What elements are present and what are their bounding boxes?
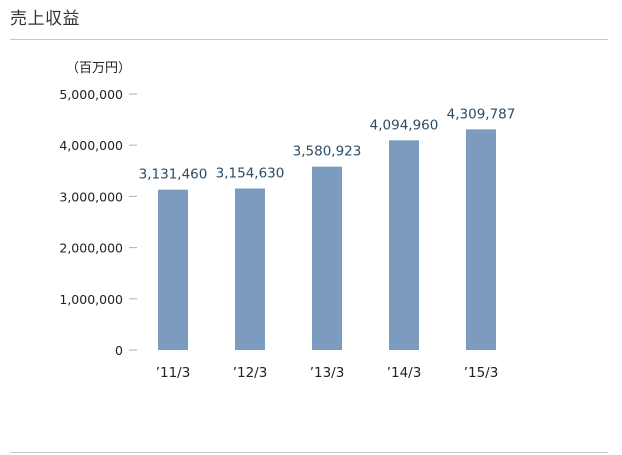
- x-category-label: ’14/3: [387, 365, 422, 381]
- x-category-label: ’13/3: [310, 365, 345, 381]
- y-axis: 0 1,000,000 2,000,000 3,000,000 4,000,000 5,0…: [59, 87, 137, 358]
- unit-label: （百万円）: [66, 61, 131, 76]
- y-tick-label: 3,000,000: [59, 189, 123, 204]
- header: 売上収益: [10, 0, 610, 40]
- bar-value-label: 3,131,460: [139, 167, 208, 183]
- x-category-label: ’12/3: [233, 365, 268, 381]
- bar-value-label: 4,094,960: [370, 117, 439, 133]
- y-tick-label: 2,000,000: [59, 241, 123, 256]
- bar-value-label: 3,154,630: [216, 165, 285, 181]
- y-tick-label: 1,000,000: [59, 292, 123, 307]
- bar-3: [312, 166, 342, 350]
- x-category-label: ’15/3: [464, 365, 499, 381]
- x-axis: ’11/3 ’12/3 ’13/3 ’14/3 ’15/3: [156, 365, 499, 381]
- bar-value-label: 4,309,787: [447, 106, 516, 122]
- page-title: 売上収益: [10, 9, 80, 29]
- y-tick-label: 0: [115, 343, 123, 358]
- bar-1: [158, 189, 188, 350]
- bar-5: [466, 129, 496, 350]
- bottom-divider: [10, 452, 608, 453]
- y-tick-label: 4,000,000: [59, 138, 123, 153]
- bar-4: [389, 140, 419, 350]
- y-tick-label: 5,000,000: [59, 87, 123, 102]
- bar-value-label: 3,580,923: [293, 144, 362, 160]
- value-labels: 3,131,460 3,154,630 3,580,923 4,094,960 4,30…: [139, 106, 516, 182]
- top-divider: [10, 39, 608, 40]
- bars: [158, 129, 496, 350]
- bar-2: [235, 188, 265, 350]
- x-category-label: ’11/3: [156, 365, 191, 381]
